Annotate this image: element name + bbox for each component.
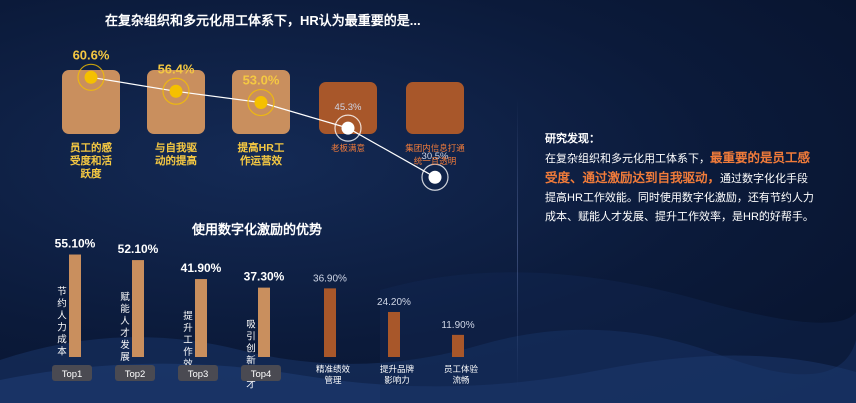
chart2-category-label-2-4: 效 (183, 358, 193, 370)
chart2-category-label-3-2: 创 (246, 343, 256, 355)
finding-text-2: 通过数字化化手段提高HR工作效能。同时使用数字化激励，还有节约人力成本、赋能人才… (545, 173, 814, 223)
chart2-rank-label-3: Top4 (251, 369, 272, 380)
chart2-category-label-3-5: 才 (246, 379, 256, 391)
chart2-category-label-1-4: 发 (120, 339, 130, 351)
chart1-value-label-4: 30.5% (422, 151, 449, 162)
chart2-category-label-2-2: 工 (183, 335, 193, 346)
chart2-category-label-1-3: 才 (120, 327, 130, 339)
chart2-category-label-5-0: 提升品牌 (380, 364, 415, 374)
chart2-category-label-0-2: 人 (57, 311, 67, 322)
finding-heading: 研究发现： (545, 133, 600, 145)
research-finding: 研究发现： 在复杂组织和多元化用工体系下，最重要的是员工感受度、通过激励达到自我… (545, 130, 815, 227)
chart1-dot-4 (428, 170, 442, 184)
finding-highlight-1: 最重要的是员工感受度、 (545, 151, 811, 185)
finding-text-1: 在复杂组织和多元化用工体系下， (545, 153, 710, 165)
chart1-dot-ring-2 (247, 88, 275, 117)
chart2-category-label-3-1: 引 (246, 332, 256, 343)
chart2-category-label-2-3: 作 (183, 346, 193, 358)
chart1-category-label-0-2: 跃度 (81, 167, 102, 180)
chart1-category-label-1-0: 与自我驱 (155, 141, 197, 154)
finding-highlight-2: 通过激励达到自我驱动， (582, 171, 721, 185)
chart2-category-label-1-2: 人 (120, 316, 130, 327)
chart1-category-label-3-0: 老板满意 (331, 143, 365, 153)
chart1-value-label-1: 56.4% (158, 61, 195, 76)
chart1-dot-ring-4 (421, 163, 449, 191)
chart1-box-0 (62, 70, 120, 134)
chart2-category-label-0-3: 力 (57, 322, 67, 334)
chart2-category-label-4-0: 精准绩效 (316, 364, 351, 374)
chart1-category-label-0-1: 受度和活 (70, 154, 112, 167)
chart1-dot-3 (341, 121, 355, 135)
chart2-category-label-1-0: 赋 (120, 292, 130, 303)
chart2-category-label-0-0: 节 (57, 287, 67, 298)
chart2-bar-2 (195, 279, 207, 357)
chart1-category-label-2-1: 作运营效 (240, 154, 282, 167)
chart1-dot-ring-0 (77, 63, 105, 91)
chart2-category-label-4-1: 管理 (324, 375, 342, 385)
chart1-dot-ring-1 (162, 77, 190, 105)
chart2-bar-4 (324, 288, 336, 357)
chart1-dot-ring-3 (334, 114, 362, 142)
chart2-rank-badge-1 (115, 365, 155, 381)
chart2-bar-6 (452, 334, 464, 357)
chart1-category-label-0-0: 员工的感 (70, 141, 112, 154)
chart1-title: 在复杂组织和多元化用工体系下，HR认为最重要的是... (105, 13, 421, 28)
chart2-category-label-6-1: 流畅 (452, 375, 470, 385)
digital-incentive-chart: 55.10%节约人力成本Top152.10%赋能人才发展Top241.90%提升… (52, 237, 479, 391)
chart2-value-label-6: 11.90% (441, 320, 474, 331)
chart1-value-label-3: 45.3% (335, 102, 362, 113)
chart2-value-label-2: 41.90% (181, 261, 222, 275)
chart2-value-label-1: 52.10% (118, 242, 159, 256)
chart2-value-label-3: 37.30% (244, 270, 285, 284)
chart2-category-label-0-1: 约 (57, 298, 67, 310)
chart2-rank-badge-2 (178, 365, 218, 381)
chart2-category-label-6-0: 员工体验 (444, 364, 479, 374)
chart2-bar-3 (258, 287, 270, 357)
chart2-bar-5 (388, 311, 400, 357)
chart2-rank-label-1: Top2 (125, 369, 146, 380)
chart2-title: 使用数字化激励的优势 (192, 222, 323, 237)
chart1-dot-1 (169, 84, 183, 98)
chart2-value-label-4: 36.90% (313, 273, 347, 284)
chart2-category-label-2-0: 提 (183, 310, 193, 322)
chart1-category-label-4-1: 统一且透明 (414, 156, 457, 166)
chart2-rank-label-2: Top3 (188, 369, 209, 380)
chart1-value-label-2: 53.0% (243, 73, 280, 88)
chart2-category-label-0-4: 成 (57, 334, 67, 346)
chart1-category-label-4-0: 集团内信息打通 (405, 143, 465, 153)
chart1-box-3 (319, 82, 377, 134)
chart2-rank-badge-0 (52, 365, 92, 381)
chart1-box-4 (406, 82, 464, 134)
chart2-rank-label-0: Top1 (62, 369, 83, 380)
chart1-value-label-0: 60.6% (73, 47, 110, 62)
chart2-category-label-1-1: 能 (120, 303, 130, 315)
chart1-dot-2 (254, 96, 268, 110)
chart2-bar-1 (132, 260, 144, 357)
divider-line (517, 98, 518, 388)
chart2-category-label-3-0: 吸 (246, 320, 256, 331)
chart2-rank-badge-3 (241, 365, 281, 381)
chart2-bar-0 (69, 254, 81, 357)
chart2-category-label-3-3: 新 (246, 355, 256, 367)
chart1-dot-0 (84, 70, 98, 84)
chart1-box-1 (147, 70, 205, 134)
chart2-category-label-0-5: 本 (57, 346, 67, 358)
chart2-category-label-1-5: 展 (120, 352, 130, 363)
chart2-category-label-5-1: 影响力 (384, 375, 410, 385)
chart1-category-label-2-0: 提高HR工 (238, 141, 285, 154)
chart2-category-label-2-1: 升 (183, 323, 193, 334)
chart1-category-label-1-1: 动的提高 (155, 154, 197, 167)
chart2-value-label-5: 24.20% (377, 297, 411, 308)
chart2-value-label-0: 55.10% (55, 237, 96, 251)
